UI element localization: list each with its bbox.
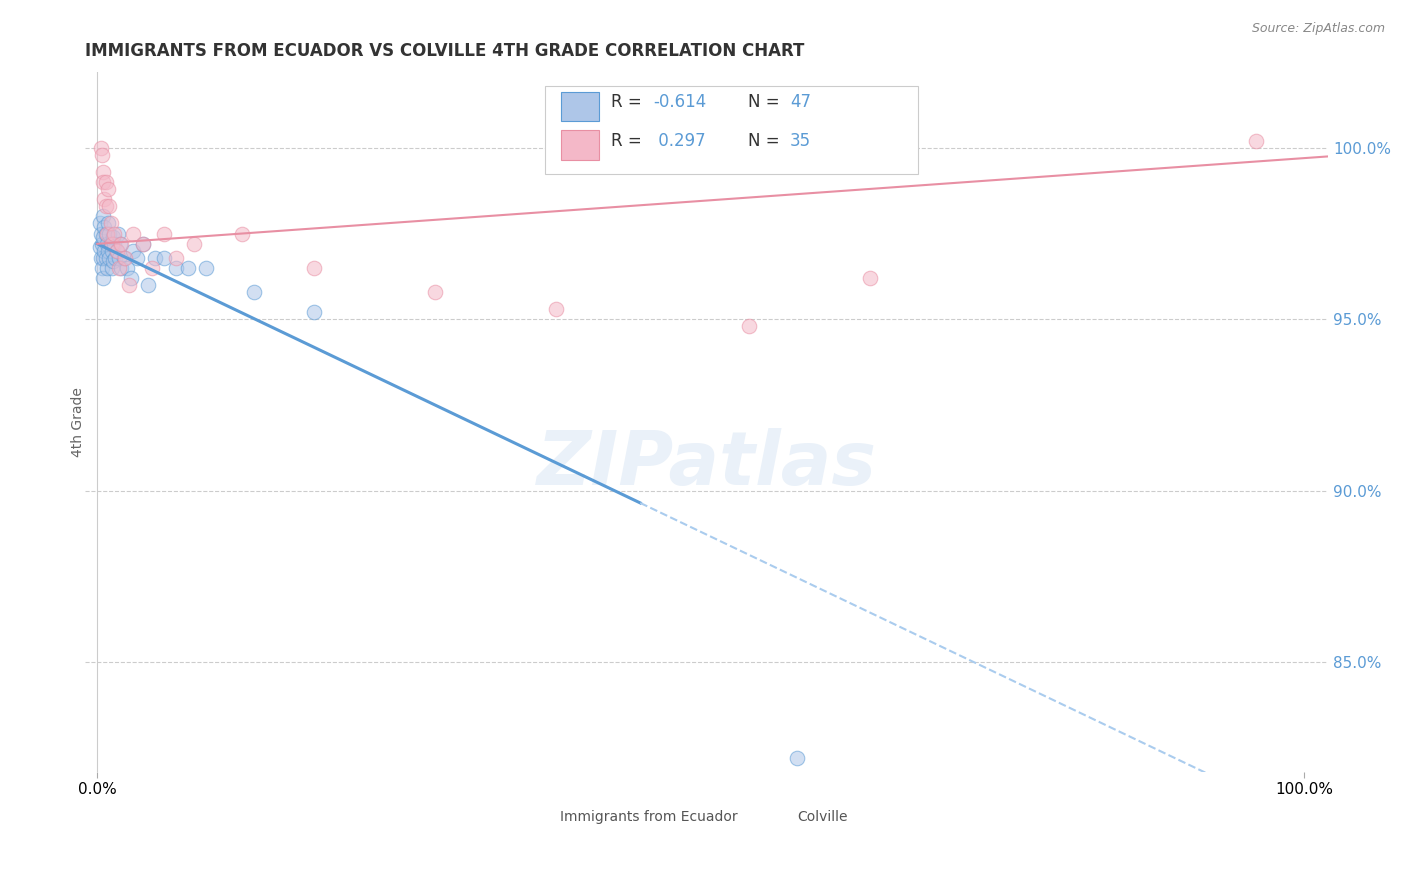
Point bbox=[91, 165, 114, 179]
Point bbox=[93, 192, 115, 206]
Point bbox=[152, 227, 174, 241]
Point bbox=[97, 182, 120, 196]
Point bbox=[108, 260, 131, 275]
Y-axis label: 4th Grade: 4th Grade bbox=[72, 387, 86, 457]
Text: N =: N = bbox=[748, 94, 785, 112]
Point bbox=[122, 227, 145, 241]
Point bbox=[108, 251, 131, 265]
Point bbox=[120, 271, 142, 285]
Text: 35: 35 bbox=[790, 132, 811, 150]
Point bbox=[304, 260, 326, 275]
Text: Source: ZipAtlas.com: Source: ZipAtlas.com bbox=[1251, 22, 1385, 36]
Point bbox=[103, 236, 125, 251]
Point bbox=[98, 251, 121, 265]
Point bbox=[1244, 134, 1267, 148]
Point bbox=[91, 251, 114, 265]
Point bbox=[103, 227, 125, 241]
Point bbox=[91, 147, 114, 161]
Point bbox=[94, 227, 117, 241]
Point bbox=[243, 285, 266, 299]
Point bbox=[97, 244, 120, 258]
Point bbox=[122, 244, 145, 258]
Text: ZIPatlas: ZIPatlas bbox=[537, 427, 877, 500]
Point bbox=[96, 227, 118, 241]
FancyBboxPatch shape bbox=[561, 130, 599, 160]
Point bbox=[110, 260, 132, 275]
Text: 47: 47 bbox=[790, 94, 811, 112]
Point bbox=[91, 236, 114, 251]
Text: N =: N = bbox=[748, 132, 785, 150]
Point bbox=[104, 251, 127, 265]
Point bbox=[101, 230, 124, 244]
Point bbox=[110, 236, 132, 251]
Point bbox=[100, 260, 122, 275]
Point bbox=[91, 210, 114, 224]
Point bbox=[183, 236, 205, 251]
Point bbox=[105, 244, 128, 258]
Point bbox=[89, 240, 111, 254]
Point bbox=[101, 254, 124, 268]
Point bbox=[96, 236, 118, 251]
FancyBboxPatch shape bbox=[762, 802, 790, 822]
Point bbox=[94, 175, 117, 189]
Point bbox=[90, 141, 112, 155]
Point bbox=[105, 244, 128, 258]
Point bbox=[107, 227, 129, 241]
Point bbox=[108, 236, 131, 251]
FancyBboxPatch shape bbox=[546, 87, 918, 174]
Point bbox=[125, 251, 148, 265]
Point bbox=[165, 251, 187, 265]
Point bbox=[858, 271, 880, 285]
Point bbox=[91, 260, 114, 275]
Point bbox=[786, 751, 808, 765]
Text: Immigrants from Ecuador: Immigrants from Ecuador bbox=[560, 810, 738, 824]
FancyBboxPatch shape bbox=[561, 92, 599, 121]
Point bbox=[98, 199, 121, 213]
Point bbox=[98, 227, 121, 241]
Point bbox=[91, 175, 114, 189]
Point bbox=[89, 216, 111, 230]
Point bbox=[90, 227, 112, 241]
FancyBboxPatch shape bbox=[526, 802, 554, 822]
Point bbox=[94, 199, 117, 213]
Point bbox=[100, 216, 122, 230]
Point bbox=[114, 251, 136, 265]
Point bbox=[100, 236, 122, 251]
Text: Colville: Colville bbox=[797, 810, 848, 824]
Point bbox=[90, 251, 112, 265]
Point bbox=[152, 251, 174, 265]
Point bbox=[96, 260, 118, 275]
Text: R =: R = bbox=[612, 94, 647, 112]
Point bbox=[165, 260, 187, 275]
Point bbox=[143, 251, 166, 265]
Text: -0.614: -0.614 bbox=[654, 94, 706, 112]
Point bbox=[132, 236, 155, 251]
Point bbox=[132, 236, 155, 251]
Text: IMMIGRANTS FROM ECUADOR VS COLVILLE 4TH GRADE CORRELATION CHART: IMMIGRANTS FROM ECUADOR VS COLVILLE 4TH … bbox=[86, 42, 804, 60]
Point bbox=[112, 251, 135, 265]
Point bbox=[231, 227, 253, 241]
Point bbox=[544, 301, 567, 316]
Point bbox=[177, 260, 200, 275]
Point bbox=[304, 305, 326, 319]
Point bbox=[93, 219, 115, 234]
Point bbox=[738, 319, 761, 334]
Point bbox=[117, 260, 139, 275]
Point bbox=[136, 277, 159, 292]
Point bbox=[94, 251, 117, 265]
Point bbox=[91, 271, 114, 285]
Point bbox=[194, 260, 217, 275]
Point bbox=[100, 236, 122, 251]
Point bbox=[91, 230, 114, 244]
Point bbox=[93, 244, 115, 258]
Point bbox=[97, 216, 120, 230]
Point bbox=[423, 285, 446, 299]
Point bbox=[117, 277, 139, 292]
Text: 0.297: 0.297 bbox=[654, 132, 706, 150]
Point bbox=[141, 260, 163, 275]
Text: R =: R = bbox=[612, 132, 647, 150]
Point bbox=[100, 244, 122, 258]
